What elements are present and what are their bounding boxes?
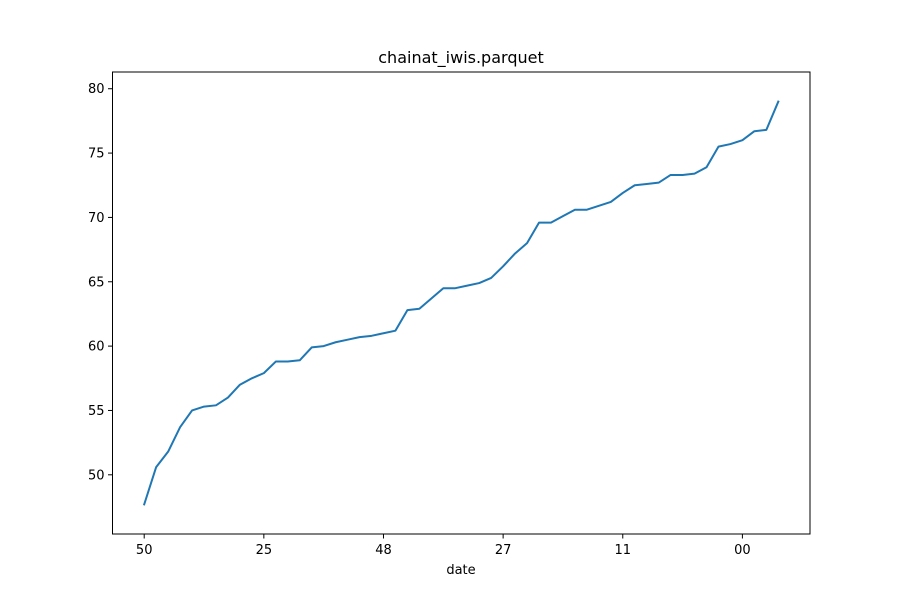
plot-frame (112, 71, 811, 535)
y-tick-label: 80 (88, 82, 105, 97)
data-point (622, 192, 624, 194)
data-point (299, 359, 301, 361)
data-point (371, 335, 373, 337)
data-point (143, 503, 145, 505)
data-point (418, 308, 420, 310)
data-point (239, 384, 241, 386)
x-tick-label: 27 (495, 543, 512, 558)
data-point (406, 309, 408, 311)
data-point (394, 330, 396, 332)
data-point (765, 129, 767, 131)
y-tick-label: 75 (88, 147, 105, 162)
chart-title: chainat_iwis.parquet (378, 48, 543, 68)
series-line (142, 100, 780, 506)
data-point (646, 183, 648, 185)
data-point (502, 265, 504, 267)
data-point (347, 339, 349, 341)
data-point (335, 341, 337, 343)
data-point (562, 215, 564, 217)
data-point (682, 174, 684, 176)
x-tick-label: 25 (256, 543, 273, 558)
data-point (382, 332, 384, 334)
data-point (729, 143, 731, 145)
y-tick-label: 50 (88, 468, 105, 483)
y-tick-label: 60 (88, 340, 105, 355)
x-axis-label: date (446, 563, 475, 578)
data-point (610, 201, 612, 203)
y-tick-label: 65 (88, 275, 105, 290)
data-point (215, 404, 217, 406)
y-tick-label: 70 (88, 211, 105, 226)
data-point (167, 451, 169, 453)
data-point (717, 146, 719, 148)
x-axis-ticks: 50 25 48 27 11 00 (136, 534, 751, 558)
x-tick-label: 50 (136, 543, 153, 558)
data-point (227, 397, 229, 399)
plot-area (112, 72, 810, 534)
data-point (155, 466, 157, 468)
data-point (634, 184, 636, 186)
data-point (466, 285, 468, 287)
data-point (741, 139, 743, 141)
x-tick-label: 11 (614, 543, 631, 558)
data-point (586, 209, 588, 211)
y-axis-ticks: 50 55 60 65 70 75 80 (88, 82, 113, 483)
data-point (359, 336, 361, 338)
data-point (430, 298, 432, 300)
series-lines (142, 100, 780, 506)
data-point (251, 377, 253, 379)
data-point (538, 222, 540, 224)
data-point (550, 222, 552, 224)
data-point (526, 242, 528, 244)
data-point (598, 205, 600, 207)
data-point (753, 130, 755, 132)
data-point (203, 406, 205, 408)
data-point (658, 182, 660, 184)
data-point (311, 346, 313, 348)
data-point (454, 287, 456, 289)
data-point (514, 252, 516, 254)
data-point (490, 277, 492, 279)
data-point (777, 101, 779, 103)
data-point (574, 209, 576, 211)
data-point (706, 166, 708, 168)
data-point (275, 361, 277, 363)
y-tick-label: 55 (88, 404, 105, 419)
data-point (694, 173, 696, 175)
data-point (670, 174, 672, 176)
data-point (478, 282, 480, 284)
data-point (323, 345, 325, 347)
data-point (263, 372, 265, 374)
x-tick-label: 48 (375, 543, 392, 558)
data-point (442, 287, 444, 289)
data-point (287, 361, 289, 363)
data-point (191, 409, 193, 411)
x-tick-label: 00 (734, 543, 751, 558)
data-point (179, 426, 181, 428)
